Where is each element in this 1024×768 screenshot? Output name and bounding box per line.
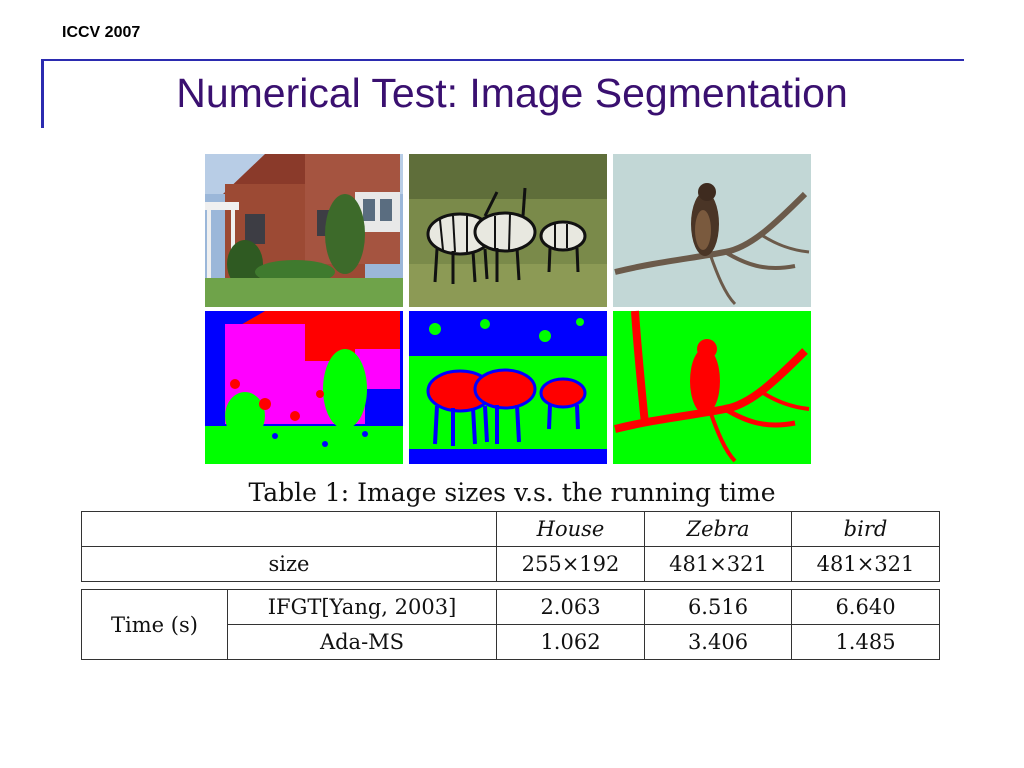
table-cell: 2.063 [496, 589, 645, 625]
house-photo [205, 154, 403, 307]
table-row: Time (s) IFGT[Yang, 2003] 2.063 6.516 6.… [81, 589, 940, 660]
title-rule [42, 59, 964, 61]
table-cell: 1.062 [496, 624, 645, 660]
table-caption: Table 1: Image sizes v.s. the running ti… [248, 478, 776, 507]
zebra-segmentation [409, 311, 607, 464]
table-cell: 3.406 [644, 624, 792, 660]
column-header: House [496, 511, 645, 547]
column-header: bird [791, 511, 940, 547]
empty-header-cell [81, 511, 497, 547]
table-row: Ada-MS 1.062 3.406 1.485 [82, 624, 940, 660]
row-label: size [81, 546, 497, 582]
table-header-row: House Zebra bird [81, 511, 940, 547]
size-table: House Zebra bird size 255×192 481×321 48… [81, 511, 940, 582]
group-label: Time (s) [81, 589, 228, 660]
table-cell: 255×192 [496, 546, 645, 582]
conference-label: ICCV 2007 [62, 24, 141, 41]
time-table: Time (s) IFGT[Yang, 2003] 2.063 6.516 6.… [81, 589, 940, 660]
table-cell: 1.485 [791, 624, 940, 660]
column-header: Zebra [644, 511, 792, 547]
table-cell: 481×321 [644, 546, 792, 582]
zebra-photo [409, 154, 607, 307]
title-side-rule [41, 59, 44, 128]
method-label: IFGT[Yang, 2003] [227, 589, 497, 625]
bird-photo [613, 154, 811, 307]
slide-title: Numerical Test: Image Segmentation [176, 70, 848, 116]
segmentation-figure [205, 154, 811, 464]
bird-segmentation [613, 310, 811, 464]
table-cell: 6.640 [791, 589, 940, 625]
table-cell: 481×321 [791, 546, 940, 582]
table-cell: 6.516 [644, 589, 792, 625]
house-segmentation [205, 311, 403, 464]
table-row: size 255×192 481×321 481×321 [81, 546, 940, 582]
method-label: Ada-MS [227, 624, 497, 660]
